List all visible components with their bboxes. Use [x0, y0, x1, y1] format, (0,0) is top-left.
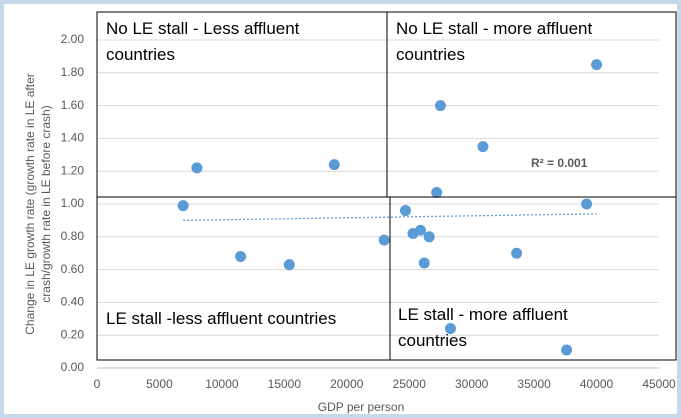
y-tick-label: 1.80	[61, 65, 85, 79]
y-axis-label: crash/growth rate in LE before crash)	[39, 105, 53, 302]
x-tick-label: 25000	[393, 377, 427, 391]
annotation: LE stall - more affluent	[398, 305, 568, 324]
x-tick-label: 0	[94, 377, 101, 391]
quadrant-box	[389, 196, 677, 361]
point	[477, 141, 489, 153]
annotation: countries	[396, 45, 465, 64]
point	[431, 187, 443, 199]
x-tick-label: 5000	[146, 377, 173, 391]
point	[581, 198, 593, 210]
point	[378, 234, 390, 246]
point	[423, 231, 435, 243]
y-tick-label: 1.60	[61, 98, 85, 112]
y-tick-label: 0.00	[61, 360, 85, 374]
y-tick-label: 0.20	[61, 327, 85, 341]
y-tick-label: 2.00	[61, 32, 85, 46]
point	[235, 250, 247, 262]
annotation: No LE stall - Less affluent	[106, 19, 300, 38]
annotation: LE stall -less affluent countries	[106, 309, 336, 328]
point	[283, 259, 295, 271]
trendline-label: R² = 0.001	[531, 156, 588, 170]
x-tick-label: 30000	[455, 377, 489, 391]
y-tick-label: 0.40	[61, 295, 85, 309]
trendline	[183, 213, 597, 222]
annotation: countries	[398, 331, 467, 350]
point	[591, 59, 603, 71]
x-axis-label: GDP per person	[318, 400, 405, 414]
point	[511, 247, 523, 259]
point	[328, 159, 340, 171]
x-tick-label: 40000	[580, 377, 614, 391]
point	[399, 205, 411, 217]
point	[434, 100, 446, 112]
x-tick-label: 45000	[642, 377, 676, 391]
point	[418, 257, 430, 269]
x-tick-label: 15000	[268, 377, 302, 391]
point	[444, 323, 456, 335]
point	[177, 200, 189, 212]
point	[414, 224, 426, 236]
annotation: No LE stall - more affluent	[396, 19, 592, 38]
point	[191, 162, 203, 174]
y-axis-label: Change in LE growth rate (growth rate in…	[23, 73, 37, 334]
y-tick-label: 1.00	[61, 196, 85, 210]
y-tick-label: 1.20	[61, 163, 85, 177]
x-tick-label: 35000	[517, 377, 551, 391]
x-tick-label: 10000	[205, 377, 239, 391]
y-tick-label: 1.40	[61, 131, 85, 145]
y-tick-label: 0.60	[61, 262, 85, 276]
point	[561, 344, 573, 356]
annotation: countries	[106, 45, 175, 64]
plot: 0.00 0.20 0.40 0.60 0.80 1.00 1.20 1.40 1.60 1.80…	[61, 32, 676, 391]
x-tick-label: 20000	[330, 377, 364, 391]
y-tick-label: 0.80	[61, 229, 85, 243]
